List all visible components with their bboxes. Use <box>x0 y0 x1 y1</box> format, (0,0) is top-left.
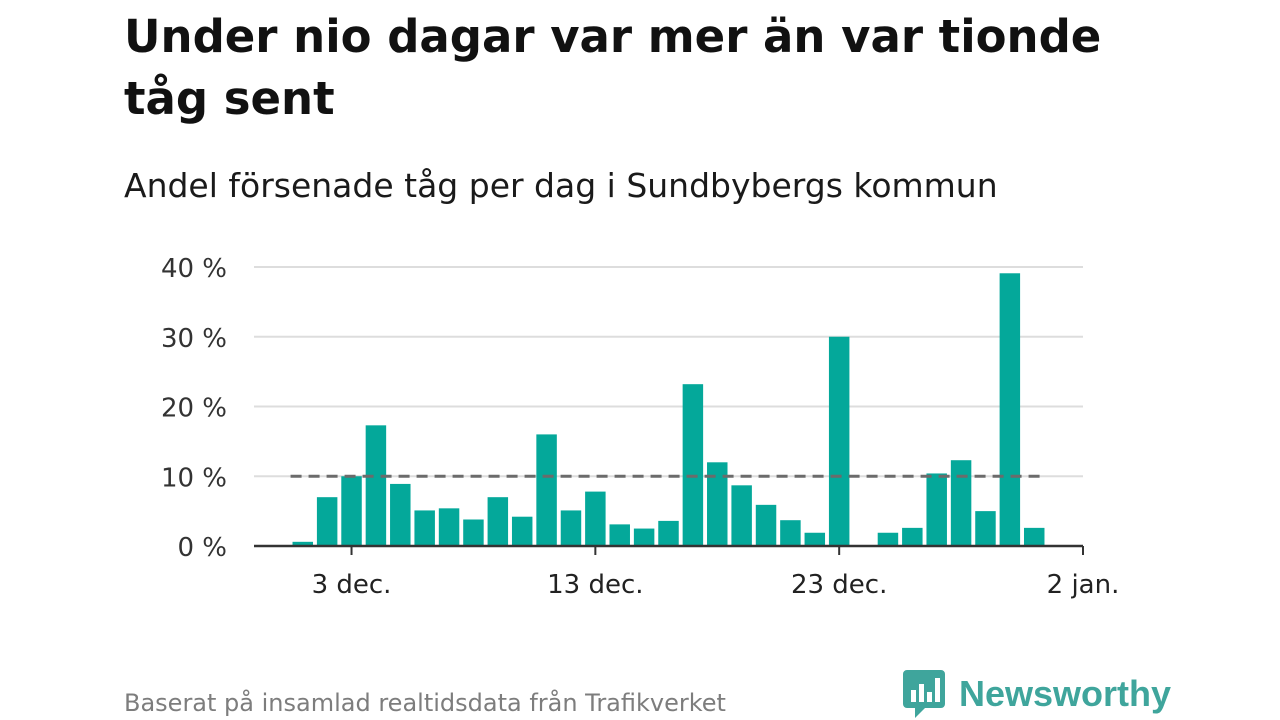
bar <box>463 519 484 546</box>
y-tick-label: 40 % <box>161 254 227 284</box>
bar <box>609 524 630 546</box>
y-tick-label: 30 % <box>161 324 227 354</box>
bar <box>999 273 1021 546</box>
bar <box>292 541 314 546</box>
bar <box>658 520 679 546</box>
bar <box>731 485 752 546</box>
x-tick-label: 23 dec. <box>791 570 887 600</box>
bar <box>926 473 947 546</box>
bar <box>390 483 411 546</box>
chart-subtitle: Andel försenade tåg per dag i Sundbyberg… <box>124 166 998 205</box>
bar-chart-speech-bubble-icon <box>903 670 945 718</box>
y-tick-label: 20 % <box>161 394 227 424</box>
bar <box>950 460 972 546</box>
bar <box>828 336 850 546</box>
bar <box>707 462 728 546</box>
bar <box>780 520 801 546</box>
y-tick-label: 0 % <box>177 533 227 563</box>
x-axis <box>254 544 1084 555</box>
bar <box>755 504 777 546</box>
tick-labels: 0 % 10 % 20 % 30 % 40 % 3 dec. 13 dec. 23 dec. 2… <box>161 254 1119 600</box>
bar <box>633 528 655 546</box>
bar <box>682 384 704 546</box>
bar <box>975 511 996 546</box>
chart-title: Under nio dagar var mer än var tionde tå… <box>124 10 1102 125</box>
source-note: Baserat på insamlad realtidsdata från Tr… <box>124 689 726 717</box>
bar <box>511 516 533 546</box>
brand-name: Newsworthy <box>959 673 1172 714</box>
bar <box>487 497 509 546</box>
bar <box>341 476 362 546</box>
x-tick-label: 13 dec. <box>547 570 643 600</box>
x-tick-label: 3 dec. <box>312 570 392 600</box>
bar <box>438 508 460 546</box>
bar <box>585 491 606 546</box>
bar <box>560 510 582 546</box>
y-tick-label: 10 % <box>161 463 227 493</box>
bar <box>316 497 338 546</box>
bar <box>365 425 387 546</box>
bar <box>414 510 435 546</box>
bar <box>877 532 899 546</box>
bars <box>292 273 1045 546</box>
bar <box>902 527 923 546</box>
bar <box>1023 527 1045 546</box>
x-tick-label: 2 jan. <box>1047 570 1120 600</box>
newsworthy-logo[interactable]: Newsworthy <box>903 670 1172 718</box>
bar <box>804 532 826 546</box>
bar <box>536 434 557 546</box>
